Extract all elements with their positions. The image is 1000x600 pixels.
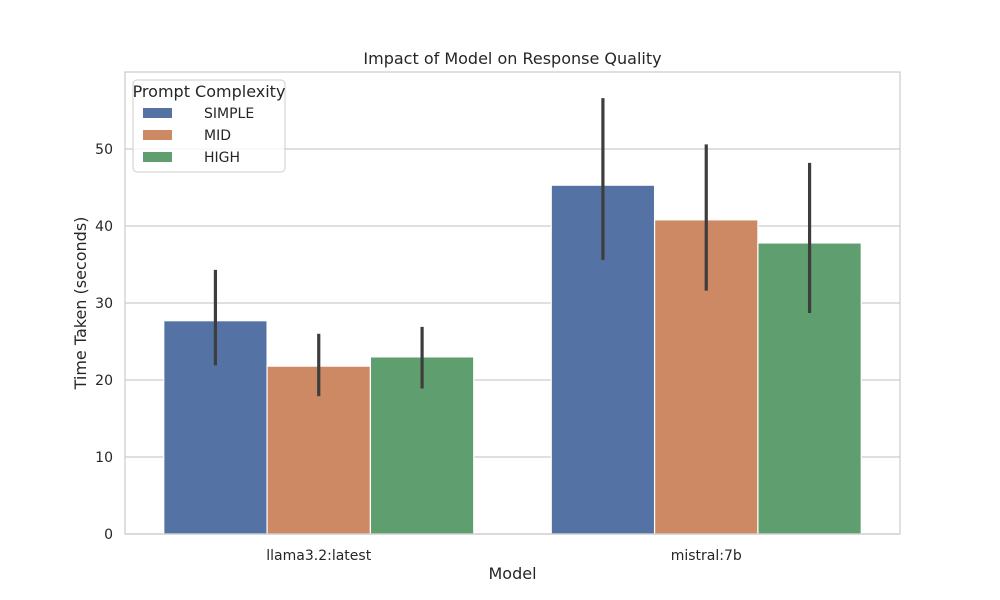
x-tick-labels: llama3.2:latest mistral:7b: [266, 548, 742, 564]
legend-label-simple: SIMPLE: [204, 106, 254, 122]
y-tick-label: 40: [95, 219, 113, 235]
error-bars: [213, 98, 812, 397]
legend-items: SIMPLE MID HIGH: [143, 106, 254, 166]
y-tick-labels: 0 10 20 30 40 50: [95, 142, 113, 543]
chart-title: Impact of Model on Response Quality: [363, 49, 661, 68]
legend-swatch-mid: [143, 130, 172, 140]
legend-swatch-simple: [143, 108, 172, 118]
legend-swatch-high: [143, 152, 172, 162]
x-tick-label: llama3.2:latest: [266, 548, 371, 564]
plot-frame: [124, 71, 901, 535]
y-axis-label: Time Taken (seconds): [71, 217, 90, 391]
legend-label-high: HIGH: [204, 150, 240, 166]
y-tick-label: 10: [95, 450, 113, 466]
legend: Prompt Complexity SIMPLE MID HIGH: [132, 79, 286, 173]
x-axis-label: Model: [488, 564, 536, 583]
legend-box: [132, 79, 286, 173]
legend-title: Prompt Complexity: [133, 82, 286, 101]
y-tick-label: 30: [95, 296, 113, 312]
y-tick-label: 0: [104, 527, 113, 543]
y-tick-label: 20: [95, 373, 113, 389]
y-tick-label: 50: [95, 142, 113, 158]
legend-label-mid: MID: [204, 128, 231, 144]
x-tick-label: mistral:7b: [671, 548, 742, 564]
